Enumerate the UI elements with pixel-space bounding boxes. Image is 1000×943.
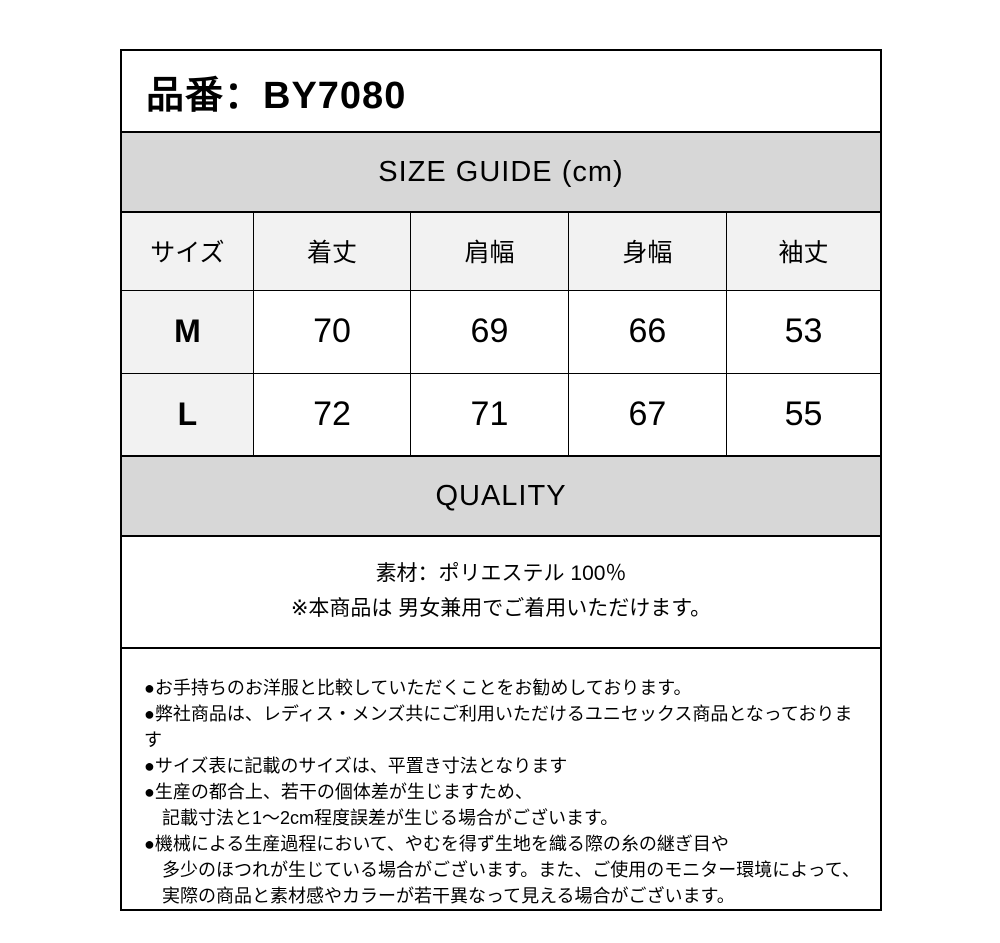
measurement-cell: 66 <box>567 289 728 374</box>
material-cell: 素材：ポリエステル 100％ ※本商品は 男女兼用でご着用いただけます。 <box>120 535 882 649</box>
measurement-cell: 55 <box>726 372 882 457</box>
note-line-6: 多少のほつれが生じている場合がございます。また、ご使用のモニター環境によって、 <box>144 860 860 880</box>
column-header-1: 着丈 <box>252 211 412 291</box>
note-line-5: ●機械による生産過程において、やむを得ず生地を織る際の糸の継ぎ目や <box>144 834 729 854</box>
column-header-0: サイズ <box>120 211 254 291</box>
measurement-cell: 69 <box>410 289 569 374</box>
note-line-0: ●お手持ちのお洋服と比較していただくことをお勧めしております。 <box>144 678 692 698</box>
note-line-7: 実際の商品と素材感やカラーが若干異なって見える場合がございます。 <box>144 886 735 906</box>
size-row-L: L 72 71 67 55 <box>120 372 882 457</box>
size-table-column-headers: サイズ 着丈 肩幅 身幅 袖丈 <box>120 211 882 291</box>
unisex-note-line: ※本商品は 男女兼用でご着用いただけます。 <box>290 597 712 620</box>
note-line-1: ●弊社商品は、レディス・メンズ共にご利用いただけるユニセックス商品となっておりま… <box>144 704 853 750</box>
column-header-4: 袖丈 <box>726 211 882 291</box>
notes-row: ●お手持ちのお洋服と比較していただくことをお勧めしております。 ●弊社商品は、レデ… <box>120 647 882 911</box>
quality-header: QUALITY <box>120 455 882 537</box>
note-line-3: ●生産の都合上、若干の個体差が生じますため、 <box>144 782 533 802</box>
size-row-M: M 70 69 66 53 <box>120 289 882 374</box>
measurement-cell: 70 <box>252 289 412 374</box>
measurement-cell: 67 <box>567 372 728 457</box>
size-guide-header: SIZE GUIDE (cm) <box>120 131 882 213</box>
measurement-cell: 71 <box>410 372 569 457</box>
quality-header-row: QUALITY <box>120 455 882 537</box>
note-line-2: ●サイズ表に記載のサイズは、平置き寸法となります <box>144 756 568 776</box>
size-cell: M <box>120 289 254 374</box>
product-number-title: 品番：BY7080 <box>120 49 882 133</box>
material-row: 素材：ポリエステル 100％ ※本商品は 男女兼用でご着用いただけます。 <box>120 535 882 649</box>
column-header-2: 肩幅 <box>410 211 569 291</box>
measurement-cell: 72 <box>252 372 412 457</box>
product-number-row: 品番：BY7080 <box>120 49 882 133</box>
size-guide-header-row: SIZE GUIDE (cm) <box>120 131 882 213</box>
notes-section: ●お手持ちのお洋服と比較していただくことをお勧めしております。 ●弊社商品は、レデ… <box>120 647 882 911</box>
note-line-4: 記載寸法と1～2cm程度誤差が生じる場合がございます。 <box>144 808 619 828</box>
size-cell: L <box>120 372 254 457</box>
material-line: 素材：ポリエステル 100％ <box>375 562 627 586</box>
measurement-cell: 53 <box>726 289 882 374</box>
column-header-3: 身幅 <box>567 211 728 291</box>
